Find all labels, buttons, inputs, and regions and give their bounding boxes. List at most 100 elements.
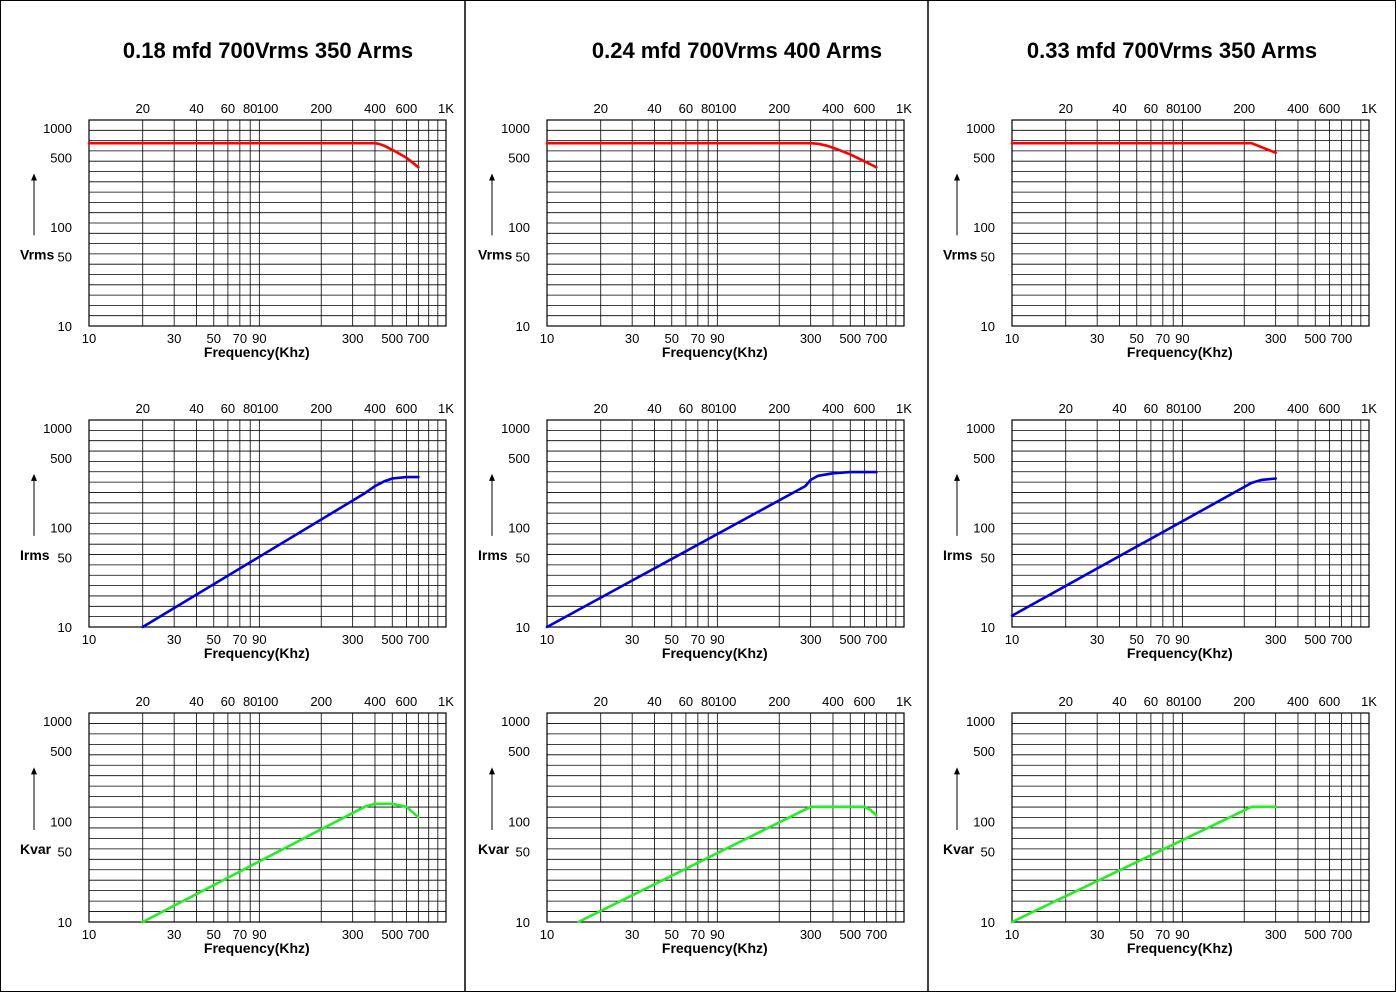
top-tick-label: 400 — [364, 101, 386, 116]
top-tick-label: 40 — [1112, 101, 1126, 116]
x-axis-label: Frequency(Khz) — [662, 344, 768, 360]
series-line-irms — [141, 475, 420, 629]
bottom-tick-label: 50 — [207, 632, 221, 647]
y-tick-label: 10 — [58, 915, 72, 930]
top-tick-label: 60 — [1144, 101, 1158, 116]
arrow-head-icon — [31, 767, 37, 775]
bottom-tick-label: 300 — [800, 632, 822, 647]
bottom-tick-label: 90 — [1175, 632, 1189, 647]
x-axis-label: Frequency(Khz) — [1127, 645, 1233, 661]
arrow-head-icon — [31, 473, 37, 481]
top-tick-label: 200 — [1233, 694, 1255, 709]
bottom-tick-label: 70 — [1156, 927, 1170, 942]
top-tick-label: 200 — [310, 401, 332, 416]
top-tick-label: 400 — [364, 694, 386, 709]
bottom-tick-label: 700 — [407, 331, 429, 346]
top-tick-label: 600 — [1319, 401, 1341, 416]
bottom-tick-label: 70 — [233, 632, 247, 647]
top-tick-label: 100 — [257, 694, 279, 709]
y-axis-label: Kvar — [20, 841, 52, 857]
bottom-tick-label: 30 — [167, 632, 181, 647]
bottom-tick-label: 700 — [407, 632, 429, 647]
plot-frame — [1011, 419, 1370, 628]
top-tick-label: 600 — [854, 101, 876, 116]
top-tick-label: 60 — [221, 401, 235, 416]
series-line-irms — [545, 470, 878, 629]
top-tick-label: 80 — [701, 694, 715, 709]
bottom-tick-label: 10 — [82, 632, 96, 647]
y-tick-label: 50 — [981, 845, 995, 860]
top-tick-label: 200 — [310, 694, 332, 709]
arrow-head-icon — [954, 473, 960, 481]
bottom-tick-label: 50 — [1130, 927, 1144, 942]
series-line-vrms — [87, 141, 420, 169]
bottom-tick-label: 50 — [665, 927, 679, 942]
top-tick-label: 80 — [701, 101, 715, 116]
series-line-kvar — [577, 805, 878, 924]
top-tick-label: 80 — [1166, 694, 1180, 709]
y-tick-label: 500 — [973, 744, 995, 759]
top-tick-label: 40 — [1112, 694, 1126, 709]
top-tick-label: 40 — [1112, 401, 1126, 416]
top-tick-label: 1K — [1361, 401, 1377, 416]
top-tick-label: 100 — [715, 101, 737, 116]
y-tick-label: 1000 — [43, 421, 72, 436]
y-tick-label: 100 — [508, 814, 530, 829]
y-axis-label: Irms — [20, 547, 50, 563]
y-tick-label: 100 — [973, 520, 995, 535]
bottom-tick-label: 10 — [82, 927, 96, 942]
y-tick-label: 10 — [58, 620, 72, 635]
top-tick-label: 400 — [822, 101, 844, 116]
top-tick-label: 600 — [396, 401, 418, 416]
bottom-tick-label: 90 — [1175, 927, 1189, 942]
bottom-tick-label: 500 — [1304, 927, 1326, 942]
arrow-head-icon — [31, 173, 37, 181]
top-tick-label: 40 — [189, 101, 203, 116]
x-axis-label: Frequency(Khz) — [204, 344, 310, 360]
bottom-tick-label: 300 — [342, 632, 364, 647]
top-tick-label: 80 — [1166, 401, 1180, 416]
x-axis-label: Frequency(Khz) — [662, 940, 768, 956]
bottom-tick-label: 30 — [625, 632, 639, 647]
y-tick-label: 10 — [58, 319, 72, 334]
plot-frame — [546, 119, 905, 327]
bottom-tick-label: 30 — [167, 927, 181, 942]
bottom-tick-label: 700 — [865, 632, 887, 647]
top-tick-label: 40 — [647, 694, 661, 709]
top-tick-label: 1K — [438, 694, 454, 709]
plot-frame — [1011, 712, 1370, 923]
plot-frame — [88, 419, 447, 628]
y-tick-label: 50 — [58, 550, 72, 565]
top-tick-label: 40 — [647, 401, 661, 416]
bottom-tick-label: 500 — [1304, 632, 1326, 647]
bottom-tick-label: 300 — [342, 331, 364, 346]
y-tick-label: 10 — [981, 319, 995, 334]
top-tick-label: 20 — [135, 401, 149, 416]
y-tick-label: 500 — [973, 151, 995, 166]
top-tick-label: 60 — [1144, 694, 1158, 709]
bottom-tick-label: 70 — [1156, 331, 1170, 346]
bottom-tick-label: 70 — [233, 927, 247, 942]
top-tick-label: 400 — [822, 694, 844, 709]
top-tick-label: 600 — [396, 101, 418, 116]
bottom-tick-label: 10 — [82, 331, 96, 346]
top-tick-label: 60 — [679, 401, 693, 416]
x-axis-label: Frequency(Khz) — [662, 645, 768, 661]
plot-frame — [88, 119, 447, 327]
bottom-tick-label: 70 — [691, 632, 705, 647]
bottom-tick-label: 500 — [381, 632, 403, 647]
y-axis-label: Vrms — [20, 246, 54, 262]
y-tick-label: 1000 — [966, 421, 995, 436]
bottom-tick-label: 90 — [252, 927, 266, 942]
y-tick-label: 100 — [973, 220, 995, 235]
y-axis-label: Vrms — [478, 246, 512, 262]
bottom-tick-label: 70 — [691, 331, 705, 346]
top-tick-label: 200 — [1233, 401, 1255, 416]
bottom-tick-label: 30 — [625, 331, 639, 346]
top-tick-label: 600 — [1319, 101, 1341, 116]
top-tick-label: 80 — [243, 101, 257, 116]
y-tick-label: 500 — [50, 744, 72, 759]
